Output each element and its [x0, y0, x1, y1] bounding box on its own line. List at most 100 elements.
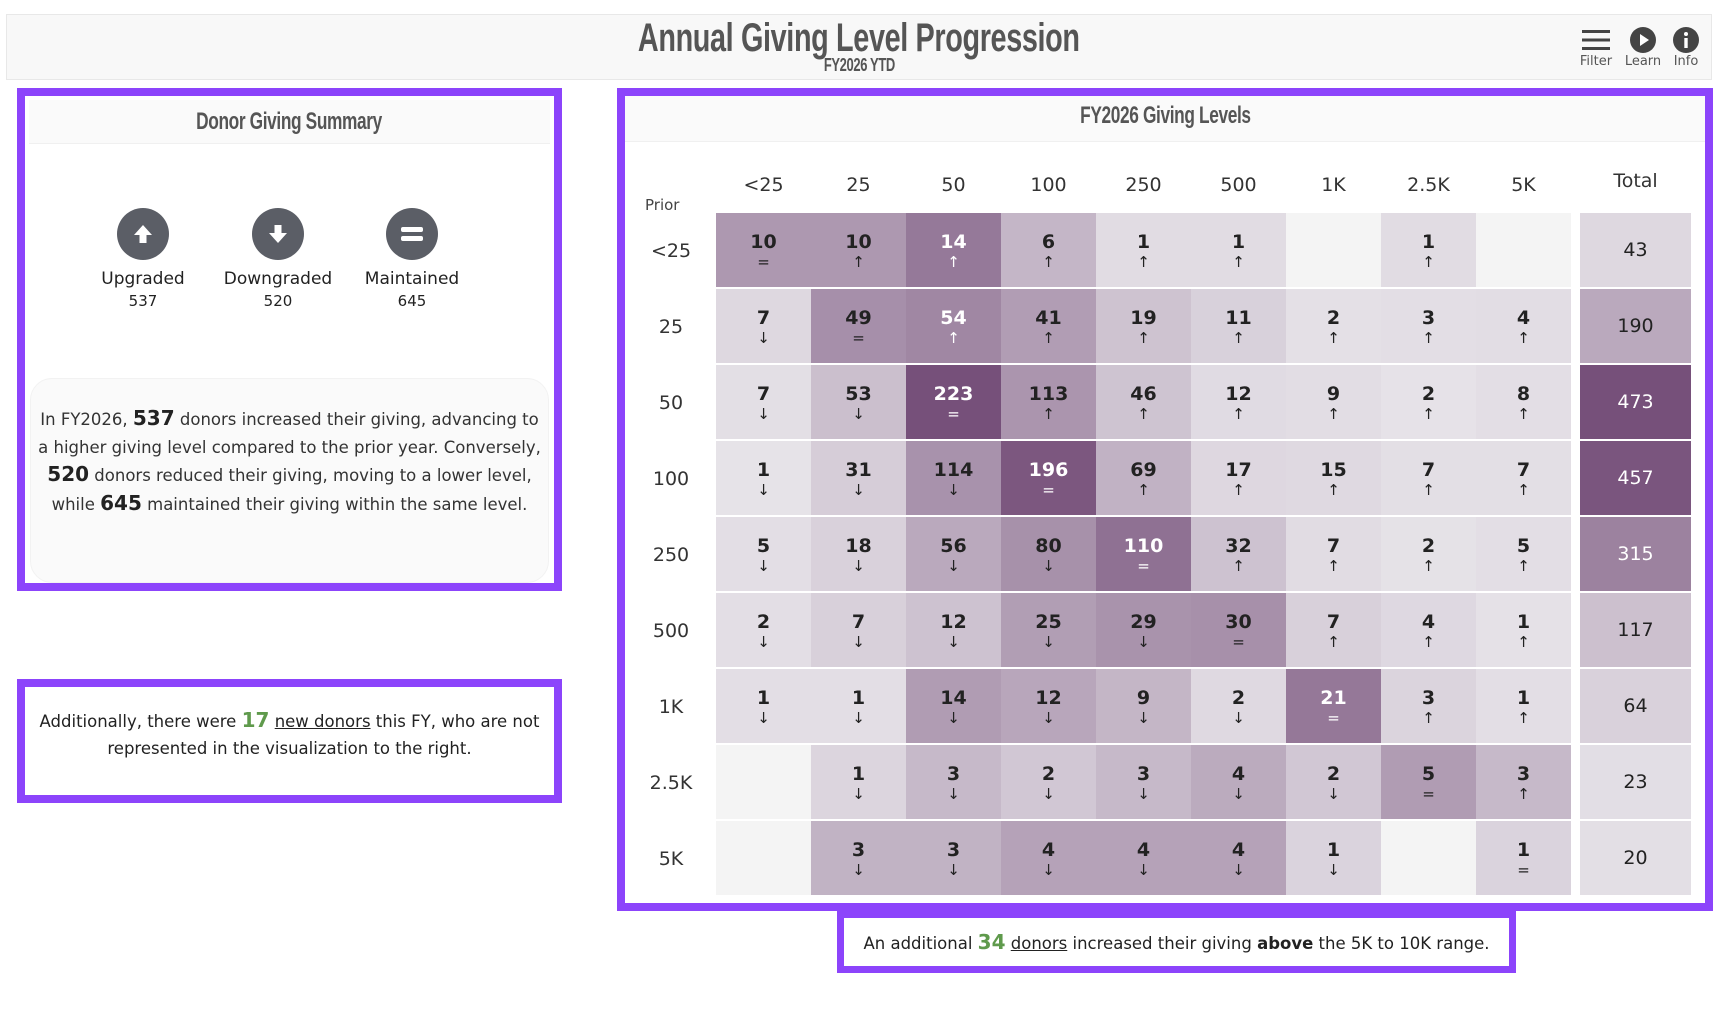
heatmap-cell[interactable]: 1 ↓	[716, 669, 811, 743]
heatmap-cell[interactable]: 2 ↓	[1001, 745, 1096, 819]
arrow-down-icon: ↓	[757, 557, 770, 575]
heatmap-cell[interactable]: 4 ↓	[1001, 821, 1096, 895]
heatmap-cell[interactable]: 1 ↑	[1476, 669, 1571, 743]
arrow-down-icon: ↓	[1137, 785, 1150, 803]
heatmap-cell[interactable]: 1 ↓	[1286, 821, 1381, 895]
heatmap-cell[interactable]: 9 ↑	[1286, 365, 1381, 439]
heatmap-cell[interactable]: 18 ↓	[811, 517, 906, 591]
heatmap-cell[interactable]: 1 ↑	[1096, 213, 1191, 287]
heatmap-cell[interactable]: 12 ↓	[1001, 669, 1096, 743]
cell-value: 1	[851, 687, 866, 709]
heatmap-cell[interactable]: 12 ↓	[906, 593, 1001, 667]
heatmap-cell[interactable]: 9 ↓	[1096, 669, 1191, 743]
heatmap-cell[interactable]: 110 =	[1096, 517, 1191, 591]
heatmap-cell[interactable]: 4 ↓	[1096, 821, 1191, 895]
heatmap-cell[interactable]: 29 ↓	[1096, 593, 1191, 667]
heatmap-cell[interactable]: 25 ↓	[1001, 593, 1096, 667]
donors-link[interactable]: donors	[1010, 934, 1068, 953]
heatmap-cell[interactable]	[716, 821, 811, 895]
heatmap-cell[interactable]: 69 ↑	[1096, 441, 1191, 515]
heatmap-cell[interactable]: 21 =	[1286, 669, 1381, 743]
info-button[interactable]: Info	[1664, 25, 1708, 69]
heatmap-cell[interactable]: 223 =	[906, 365, 1001, 439]
heatmap-cell[interactable]: 7 ↑	[1476, 441, 1571, 515]
heatmap-cell[interactable]: 14 ↓	[906, 669, 1001, 743]
cell-value: 1	[756, 459, 771, 481]
heatmap-cell[interactable]: 1 ↑	[1191, 213, 1286, 287]
heatmap-cell[interactable]: 8 ↑	[1476, 365, 1571, 439]
heatmap-cell[interactable]: 31 ↓	[811, 441, 906, 515]
dashboard-header: Annual Giving Level Progression FY2026 Y…	[6, 14, 1712, 80]
row-total: 315	[1580, 517, 1691, 591]
heatmap-cell[interactable]: 7 ↑	[1286, 593, 1381, 667]
heatmap-cell[interactable]: 54 ↑	[906, 289, 1001, 363]
heatmap-cell[interactable]: 53 ↓	[811, 365, 906, 439]
cell-value: 25	[1035, 611, 1062, 633]
arrow-down-icon: ↓	[1327, 861, 1340, 879]
heatmap-cell[interactable]: 11 ↑	[1191, 289, 1286, 363]
heatmap-cell[interactable]	[716, 745, 811, 819]
heatmap-cell[interactable]: 1 =	[1476, 821, 1571, 895]
equals-icon: =	[947, 405, 960, 423]
heatmap-cell[interactable]: 4 ↑	[1476, 289, 1571, 363]
arrow-down-icon: ↓	[757, 329, 770, 347]
heatmap-cell[interactable]: 5 ↓	[716, 517, 811, 591]
learn-button[interactable]: Learn	[1621, 25, 1665, 69]
heatmap-cell[interactable]: 12 ↑	[1191, 365, 1286, 439]
heatmap-cell[interactable]: 1 ↓	[811, 745, 906, 819]
heatmap-cell[interactable]: 46 ↑	[1096, 365, 1191, 439]
heatmap-cell[interactable]: 30 =	[1191, 593, 1286, 667]
heatmap-cell[interactable]: 1 ↑	[1476, 593, 1571, 667]
heatmap-cell[interactable]: 113 ↑	[1001, 365, 1096, 439]
heatmap-cell[interactable]: 2 ↑	[1381, 365, 1476, 439]
heatmap-cell[interactable]: 1 ↓	[811, 669, 906, 743]
filter-button[interactable]: Filter	[1574, 25, 1618, 69]
heatmap-cell[interactable]: 4 ↓	[1191, 821, 1286, 895]
heatmap-cell[interactable]: 6 ↑	[1001, 213, 1096, 287]
heatmap-cell[interactable]	[1476, 213, 1571, 287]
heatmap-cell[interactable]: 3 ↓	[1096, 745, 1191, 819]
heatmap-cell[interactable]: 14 ↑	[906, 213, 1001, 287]
heatmap-cell[interactable]: 7 ↑	[1381, 441, 1476, 515]
heatmap-cell[interactable]: 2 ↑	[1286, 289, 1381, 363]
heatmap-cell[interactable]: 3 ↓	[811, 821, 906, 895]
heatmap-cell[interactable]: 114 ↓	[906, 441, 1001, 515]
heatmap-cell[interactable]: 2 ↓	[1286, 745, 1381, 819]
heatmap-cell[interactable]: 32 ↑	[1191, 517, 1286, 591]
heatmap-cell[interactable]: 41 ↑	[1001, 289, 1096, 363]
new-donors-link[interactable]: new donors	[274, 712, 371, 731]
heatmap-cell[interactable]: 80 ↓	[1001, 517, 1096, 591]
heatmap-cell[interactable]: 15 ↑	[1286, 441, 1381, 515]
heatmap-cell[interactable]: 7 ↓	[716, 365, 811, 439]
heatmap-cell[interactable]: 1 ↑	[1381, 213, 1476, 287]
heatmap-cell[interactable]: 7 ↑	[1286, 517, 1381, 591]
cell-value: 3	[1421, 307, 1436, 329]
heatmap-cell[interactable]	[1286, 213, 1381, 287]
heatmap-cell[interactable]: 10 ↑	[811, 213, 906, 287]
heatmap-cell[interactable]: 17 ↑	[1191, 441, 1286, 515]
arrow-up-icon: ↑	[1422, 329, 1435, 347]
heatmap-cell[interactable]: 2 ↓	[1191, 669, 1286, 743]
heatmap-cell[interactable]: 19 ↑	[1096, 289, 1191, 363]
heatmap-cell[interactable]: 56 ↓	[906, 517, 1001, 591]
heatmap-cell[interactable]: 1 ↓	[716, 441, 811, 515]
heatmap-cell[interactable]: 4 ↑	[1381, 593, 1476, 667]
cell-value: 32	[1225, 535, 1252, 557]
heatmap-cell[interactable]: 2 ↑	[1381, 517, 1476, 591]
heatmap-cell[interactable]: 3 ↓	[906, 745, 1001, 819]
heatmap-cell[interactable]: 3 ↑	[1381, 289, 1476, 363]
heatmap-cell[interactable]: 10 =	[716, 213, 811, 287]
heatmap-cell[interactable]: 7 ↓	[811, 593, 906, 667]
heatmap-cell[interactable]: 7 ↓	[716, 289, 811, 363]
heatmap-cell[interactable]: 4 ↓	[1191, 745, 1286, 819]
heatmap-cell[interactable]: 5 ↑	[1476, 517, 1571, 591]
arrow-up-icon: ↑	[1232, 481, 1245, 499]
heatmap-cell[interactable]: 3 ↑	[1381, 669, 1476, 743]
heatmap-cell[interactable]: 3 ↑	[1476, 745, 1571, 819]
heatmap-cell[interactable]: 5 =	[1381, 745, 1476, 819]
heatmap-cell[interactable]	[1381, 821, 1476, 895]
heatmap-cell[interactable]: 49 =	[811, 289, 906, 363]
heatmap-cell[interactable]: 196 =	[1001, 441, 1096, 515]
heatmap-cell[interactable]: 2 ↓	[716, 593, 811, 667]
heatmap-cell[interactable]: 3 ↓	[906, 821, 1001, 895]
